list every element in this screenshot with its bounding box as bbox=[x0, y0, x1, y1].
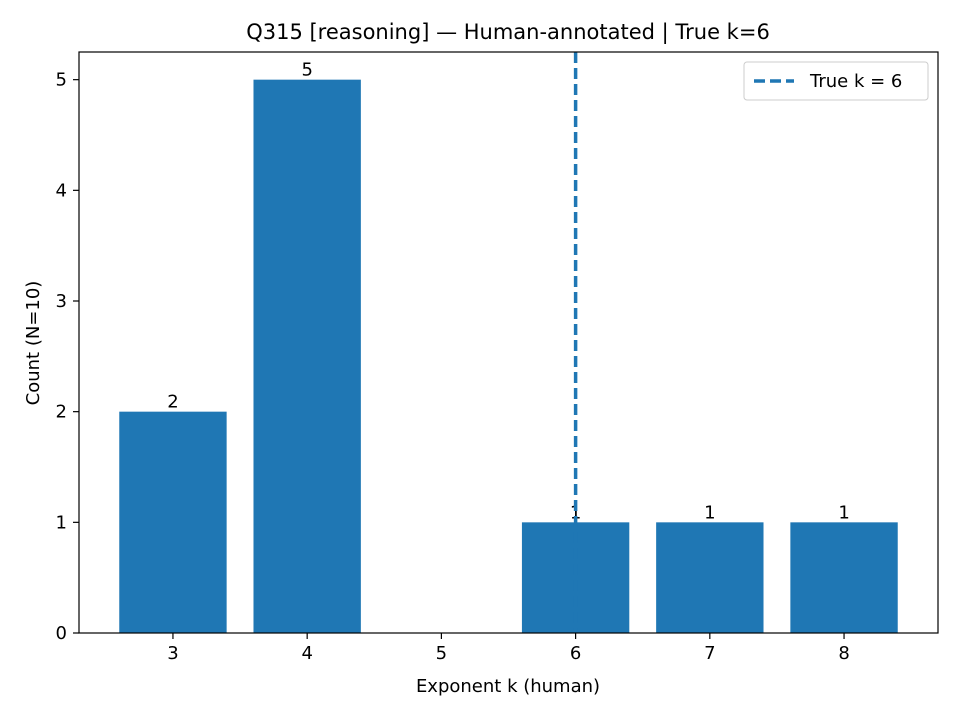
plot-frame bbox=[78, 51, 939, 634]
bar-value-label: 2 bbox=[167, 392, 178, 413]
x-axis-title: Exponent k (human) bbox=[416, 676, 600, 697]
bar-k-7 bbox=[656, 522, 764, 633]
y-tick-label: 4 bbox=[56, 180, 67, 201]
x-tick-label: 5 bbox=[436, 643, 447, 664]
y-tick-label: 2 bbox=[56, 402, 67, 423]
bar-k-8 bbox=[790, 522, 898, 633]
legend-entry-label: True k = 6 bbox=[809, 71, 902, 92]
bars-layer: 2 5 1 1 1 bbox=[119, 60, 898, 633]
legend: True k = 6 bbox=[743, 61, 929, 101]
chart-title: Q315 [reasoning] — Human-annotated | Tru… bbox=[246, 20, 770, 45]
bar-value-label: 1 bbox=[704, 502, 715, 523]
axes-layer: 3 4 5 6 7 8 0 1 2 3 4 5 bbox=[56, 51, 939, 664]
bar-k-3 bbox=[119, 411, 227, 633]
bar-k-4 bbox=[253, 79, 361, 633]
y-tick-label: 5 bbox=[56, 70, 67, 91]
bar-value-label: 5 bbox=[301, 60, 312, 81]
y-tick-label: 0 bbox=[56, 623, 67, 644]
y-tick-label: 3 bbox=[56, 291, 67, 312]
bar-value-label: 1 bbox=[838, 502, 849, 523]
y-tick-label: 1 bbox=[56, 512, 67, 533]
x-tick-label: 4 bbox=[301, 643, 312, 664]
x-tick-label: 7 bbox=[704, 643, 715, 664]
bar-value-label: 1 bbox=[570, 502, 581, 523]
x-tick-label: 6 bbox=[570, 643, 581, 664]
x-tick-label: 8 bbox=[838, 643, 849, 664]
legend-box bbox=[743, 61, 929, 101]
y-axis-title: Count (N=10) bbox=[23, 281, 44, 406]
x-tick-label: 3 bbox=[167, 643, 178, 664]
